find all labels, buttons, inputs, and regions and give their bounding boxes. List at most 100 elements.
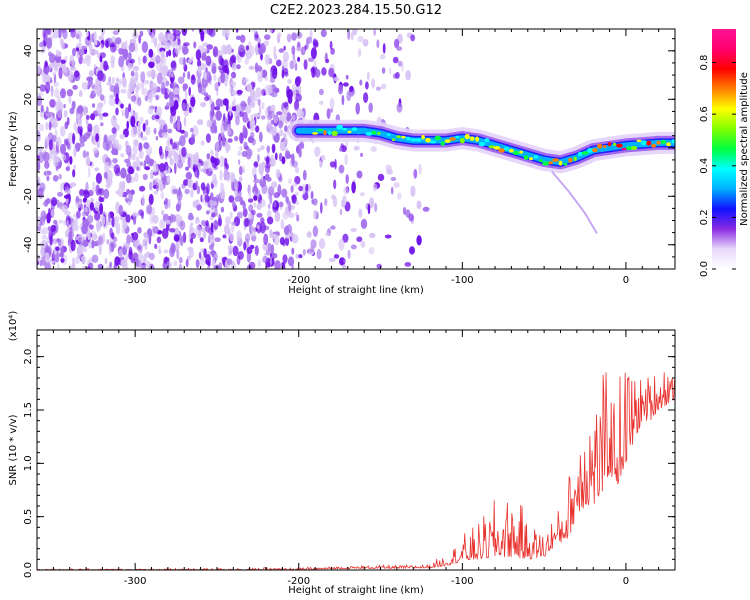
spectrogram-speckle (57, 107, 62, 119)
spectrogram-speckle (298, 148, 302, 158)
spectrogram-speckle (176, 248, 180, 260)
spectrogram-speckle (281, 65, 285, 78)
spectrogram-speckle (281, 188, 288, 198)
spectrogram-speckle (182, 84, 187, 92)
spectrogram-speckle (269, 78, 275, 83)
spectrogram-speckle (134, 258, 140, 266)
ridge-cell (377, 131, 381, 135)
spectrogram-speckle (166, 50, 169, 58)
y-tick-label: 0.0 (23, 562, 34, 578)
ridge-cell (469, 136, 475, 141)
spectrogram-speckle (115, 107, 119, 116)
spectrogram-speckle (137, 245, 142, 251)
y-tick-label: 1.0 (23, 455, 34, 471)
spectrogram-speckle (231, 72, 234, 77)
ridge-cell (651, 143, 656, 148)
spectrogram-speckle (83, 132, 91, 140)
ridge-cell (646, 140, 652, 146)
spectrogram-speckle (65, 166, 71, 172)
spectrogram-speckle (127, 166, 134, 174)
spectrogram-speckle (142, 239, 146, 247)
ridge-cell (381, 131, 387, 136)
ridge-cell (336, 124, 343, 130)
spectrogram-speckle (70, 29, 76, 38)
spectrogram-speckle (235, 115, 240, 126)
ridge-cell (410, 138, 417, 142)
spectrogram-speckle (177, 76, 185, 84)
spectrogram-speckle (120, 167, 127, 179)
spectrogram-speckle (199, 258, 205, 267)
spectrogram-speckle (173, 154, 180, 164)
spectrogram-speckle (260, 145, 265, 151)
spectrogram-speckle (58, 173, 62, 180)
spectrogram-speckle (368, 246, 375, 255)
spectrogram-speckle (149, 212, 155, 225)
spectrogram-speckle (295, 200, 299, 205)
spectrogram-speckle (230, 54, 237, 64)
spectrogram-speckle (82, 239, 89, 248)
ridge-cell (666, 142, 671, 147)
spectrogram-speckle (422, 206, 430, 212)
spectrogram-speckle (137, 96, 142, 107)
spectrogram-speckle (46, 106, 49, 115)
spectrogram-speckle (177, 198, 182, 210)
spectrogram-speckle (80, 203, 83, 210)
spectrogram-speckle (312, 225, 319, 238)
spectrogram-speckle (68, 95, 72, 104)
spectrogram-speckle (181, 146, 187, 158)
spectrogram-speckle (163, 257, 168, 264)
spectrogram-speckle (155, 182, 160, 192)
spectrogram-speckle (345, 174, 349, 184)
spectrogram-speckle (249, 118, 256, 129)
spectrogram-speckle (342, 233, 349, 243)
spectrogram-speckle (139, 185, 146, 192)
spectrogram-speckle (160, 191, 164, 200)
spectrogram-speckle (250, 131, 255, 138)
y-tick-label: 20 (23, 93, 34, 106)
spectrogram-speckle (191, 29, 195, 32)
spectrogram-speckle (147, 107, 154, 115)
ridge-cell (444, 139, 451, 143)
spectrogram-speckle (233, 135, 239, 142)
spectrogram-speckle (293, 100, 300, 111)
spectrogram-speckle (268, 110, 275, 118)
spectrogram-speckle (227, 244, 234, 252)
spectrogram-speckle (248, 261, 256, 269)
spectrogram-speckle (278, 120, 283, 129)
spectrogram-speckle (75, 201, 81, 209)
ridge-cell (391, 138, 396, 141)
spectrogram-speckle (232, 201, 236, 209)
spectrogram-speckle (271, 181, 278, 189)
spectrogram-speckle (274, 152, 278, 161)
spectrogram-speckle (283, 102, 288, 108)
spectrogram-speckle (190, 158, 194, 170)
spectrogram-speckle (46, 37, 53, 49)
spectrogram-speckle (252, 81, 256, 88)
spectrogram-speckle (188, 86, 191, 97)
spectrogram-speckle (142, 173, 148, 181)
x-tick-label: 0 (623, 275, 629, 286)
spectrogram-speckle (238, 44, 245, 53)
spectrogram-speckle (110, 60, 115, 69)
ridge-cell (425, 138, 431, 143)
spectrogram-speckle (130, 95, 137, 102)
spectrogram-speckle (76, 107, 82, 114)
spectrogram-speckle (190, 232, 196, 239)
spectrogram-speckle (238, 176, 243, 183)
spectrogram-speckle (219, 155, 225, 168)
spectrogram-speckle (185, 171, 192, 180)
ridge-cell (661, 139, 666, 145)
spectrogram-speckle (153, 37, 158, 48)
spectrogram-speckle (342, 195, 347, 206)
colorbar-gradient (712, 29, 736, 269)
spectrogram-speckle (243, 141, 248, 149)
spectrogram-speckle (139, 30, 144, 37)
ridge-cell (347, 130, 352, 134)
spectrogram-speckle (416, 235, 422, 246)
spectrogram-speckle (108, 211, 111, 223)
spectrogram-speckle (215, 110, 222, 121)
spectrogram-speckle (409, 246, 415, 255)
x-tick-label: -200 (287, 275, 310, 286)
spectrogram-speckle (360, 152, 363, 157)
spectrogram-speckle (132, 144, 138, 156)
